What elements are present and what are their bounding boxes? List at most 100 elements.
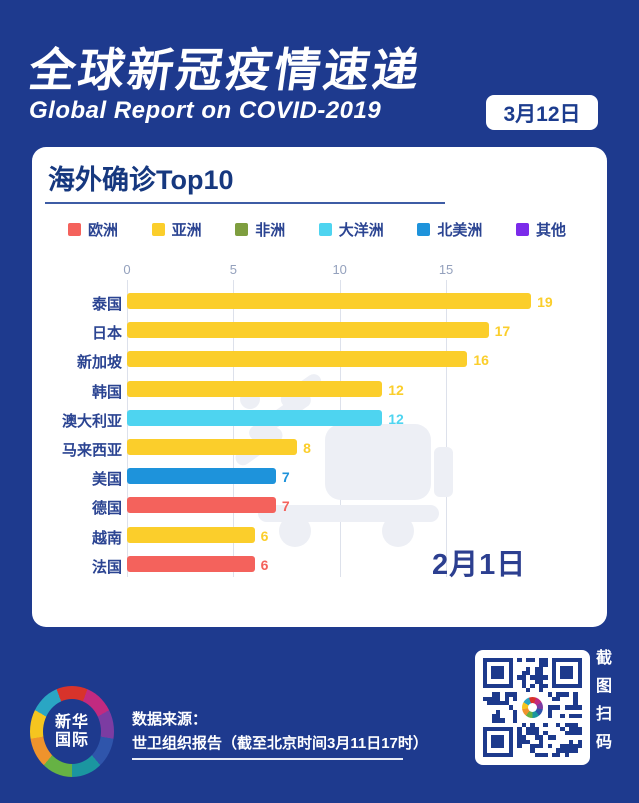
qr-module xyxy=(573,726,578,732)
qr-caption-char: 图 xyxy=(596,678,613,695)
qr-module xyxy=(538,675,544,680)
qr-module xyxy=(491,692,496,697)
animation-frame-date: 2月1日 xyxy=(432,549,527,581)
legend-label: 其他 xyxy=(535,222,566,239)
truck-cab-icon xyxy=(434,447,453,497)
qr-module xyxy=(530,731,535,736)
qr-module xyxy=(569,722,574,727)
legend-item: 非洲 xyxy=(235,219,285,240)
legend-swatch-icon xyxy=(417,223,431,236)
report-date-badge: 3月12日 xyxy=(486,95,598,130)
bar-label: 马来西亚 xyxy=(61,442,122,459)
qr-module xyxy=(560,744,565,749)
qr-module xyxy=(513,696,518,702)
bar xyxy=(127,497,276,514)
bar-value: 19 xyxy=(537,294,553,310)
legend-label: 大洋洲 xyxy=(338,222,384,239)
qr-module xyxy=(504,692,509,697)
qr-module xyxy=(526,670,531,676)
qr-module xyxy=(551,735,557,740)
qr-module xyxy=(543,683,548,689)
axis-tick-label: 10 xyxy=(332,262,347,277)
qr-module xyxy=(547,744,552,749)
qr-module xyxy=(538,679,544,684)
bar-value: 16 xyxy=(473,352,489,369)
qr-module xyxy=(513,692,518,697)
qr-caption: 截图扫码 xyxy=(596,651,612,751)
qr-finder-icon xyxy=(483,658,514,689)
qr-module xyxy=(573,696,578,702)
chart-card: 海外确诊Top10 欧洲 亚洲 非洲 大洋洲 北美洲 其他 2月1日 0 5 10 15 泰国 19… xyxy=(32,147,607,627)
qr-module xyxy=(534,744,539,749)
qr-center-logo xyxy=(517,692,548,723)
qr-module xyxy=(569,744,574,749)
data-source-label: 数据来源： xyxy=(132,711,208,728)
qr-module xyxy=(547,692,552,697)
qr-module xyxy=(517,731,522,736)
qr-module xyxy=(551,752,557,757)
qr-code xyxy=(475,650,590,765)
qr-module xyxy=(573,731,578,736)
legend-label: 亚洲 xyxy=(171,222,202,239)
bar xyxy=(127,380,383,397)
qr-module xyxy=(538,744,544,749)
qr-module xyxy=(534,731,539,736)
legend-item: 亚洲 xyxy=(151,219,202,240)
qr-caption-char: 扫 xyxy=(596,706,613,723)
qr-module xyxy=(573,701,578,706)
qr-module xyxy=(526,731,531,736)
qr-module xyxy=(526,726,531,732)
bar-label: 韩国 xyxy=(91,383,122,401)
qr-caption-char: 截 xyxy=(596,650,613,667)
qr-module xyxy=(577,705,582,710)
qr-module xyxy=(530,658,535,663)
qr-module xyxy=(491,713,496,719)
qr-logo-ring-icon xyxy=(522,697,543,718)
bar xyxy=(127,351,468,368)
legend-swatch-icon xyxy=(151,223,165,236)
gridline xyxy=(446,280,448,577)
qr-module xyxy=(521,675,527,680)
bar-label: 越南 xyxy=(91,529,122,547)
qr-module xyxy=(551,696,557,702)
qr-module xyxy=(569,748,574,753)
qr-module xyxy=(543,658,548,663)
legend-item: 大洋洲 xyxy=(318,219,384,240)
logo-text: 新华 国际 xyxy=(43,699,101,764)
qr-module xyxy=(573,722,578,727)
footer-underline xyxy=(132,758,403,760)
qr-module xyxy=(526,688,531,693)
qr-finder-icon xyxy=(551,658,582,689)
logo-text-line2: 国际 xyxy=(54,731,89,749)
qr-module xyxy=(513,718,518,723)
qr-module xyxy=(530,744,535,749)
qr-module xyxy=(538,735,544,740)
bar xyxy=(127,439,298,455)
bar-chart: 2月1日 0 5 10 15 泰国 19 日本 17 新加坡 16 韩国 12 澳大利亚 12 马来西亚 8 美… xyxy=(32,147,607,627)
qr-module xyxy=(547,735,552,740)
qr-module xyxy=(573,713,578,719)
qr-module xyxy=(543,662,548,667)
qr-module xyxy=(513,713,518,719)
bar-label: 澳大利亚 xyxy=(61,412,122,430)
chart-legend: 欧洲 亚洲 非洲 大洋洲 北美洲 其他 xyxy=(68,219,566,240)
bar-label: 美国 xyxy=(91,471,122,489)
bar-label: 德国 xyxy=(91,500,122,518)
legend-label: 欧洲 xyxy=(88,222,119,239)
qr-module xyxy=(521,670,527,676)
qr-module xyxy=(547,713,552,719)
qr-module xyxy=(530,722,535,727)
truck-wheel-icon xyxy=(382,515,414,547)
bar-value: 8 xyxy=(303,440,311,456)
qr-module xyxy=(521,722,527,727)
qr-module xyxy=(556,692,561,697)
truck-wheel-icon xyxy=(279,515,311,547)
legend-item: 北美洲 xyxy=(417,219,482,240)
qr-module xyxy=(504,701,509,706)
qr-finder-icon xyxy=(483,726,514,757)
qr-module xyxy=(573,692,578,697)
qr-module xyxy=(556,696,561,702)
bar xyxy=(127,293,532,309)
bar-label: 日本 xyxy=(91,325,122,343)
qr-module xyxy=(564,752,570,757)
